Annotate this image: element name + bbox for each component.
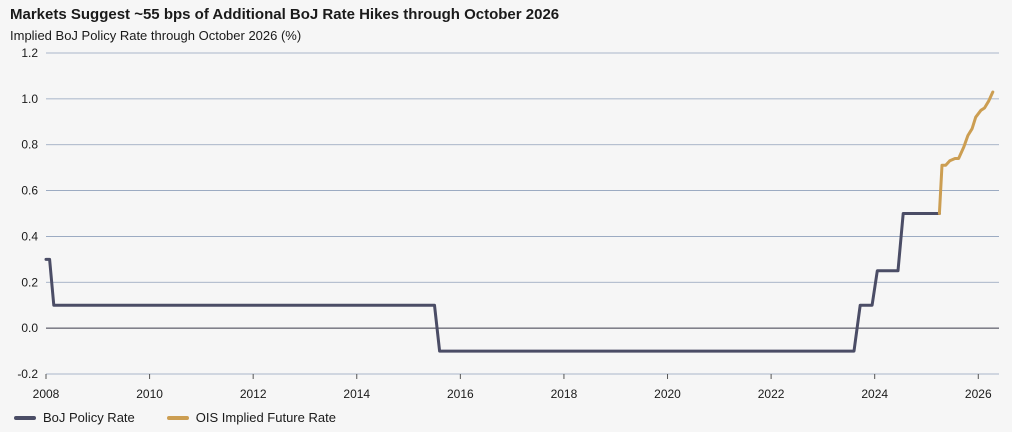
x-tick-label: 2008 — [33, 387, 60, 401]
y-tick-label: 0.2 — [21, 275, 38, 289]
legend-item-policy: BoJ Policy Rate — [14, 410, 135, 425]
y-tick-label: 1.0 — [21, 92, 38, 106]
x-tick-label: 2020 — [654, 387, 681, 401]
y-tick-label: 0.8 — [21, 138, 38, 152]
grid-lines — [46, 52, 999, 375]
legend-label-policy: BoJ Policy Rate — [43, 410, 135, 425]
y-tick-label: -0.2 — [17, 367, 38, 381]
legend-label-ois: OIS Implied Future Rate — [195, 410, 336, 425]
x-tick-label: 2022 — [758, 387, 785, 401]
legend-swatch-policy — [14, 415, 36, 420]
series-line-ois — [937, 90, 995, 215]
legend: BoJ Policy Rate OIS Implied Future Rate — [14, 410, 336, 425]
x-tick-label: 2012 — [240, 387, 267, 401]
x-tick-label: 2016 — [447, 387, 474, 401]
x-tick-label: 2010 — [136, 387, 163, 401]
legend-swatch-ois — [166, 415, 189, 420]
chart-title: Markets Suggest ~55 bps of Additional Bo… — [10, 6, 560, 23]
x-tick-label: 2014 — [343, 387, 370, 401]
chart-subtitle: Implied BoJ Policy Rate through October … — [10, 28, 302, 43]
y-tick-label: 1.2 — [21, 46, 38, 60]
x-tick-label: 2024 — [861, 387, 888, 401]
series-line-policy — [44, 212, 941, 353]
x-axis-ticks: 2008 2010 2012 2014 2016 2018 2020 2022 2024 2026 — [33, 374, 992, 401]
y-tick-label: 0.4 — [21, 229, 38, 243]
x-tick-label: 2018 — [551, 387, 578, 401]
series-lines — [44, 90, 995, 353]
legend-item-ois: OIS Implied Future Rate — [166, 410, 336, 425]
x-tick-label: 2026 — [965, 387, 992, 401]
y-tick-label: 0.6 — [21, 184, 38, 198]
y-tick-label: 0.0 — [21, 321, 38, 335]
y-axis-ticks: -0.2 0.0 0.2 0.4 0.6 0.8 1.0 1.2 — [17, 46, 38, 381]
